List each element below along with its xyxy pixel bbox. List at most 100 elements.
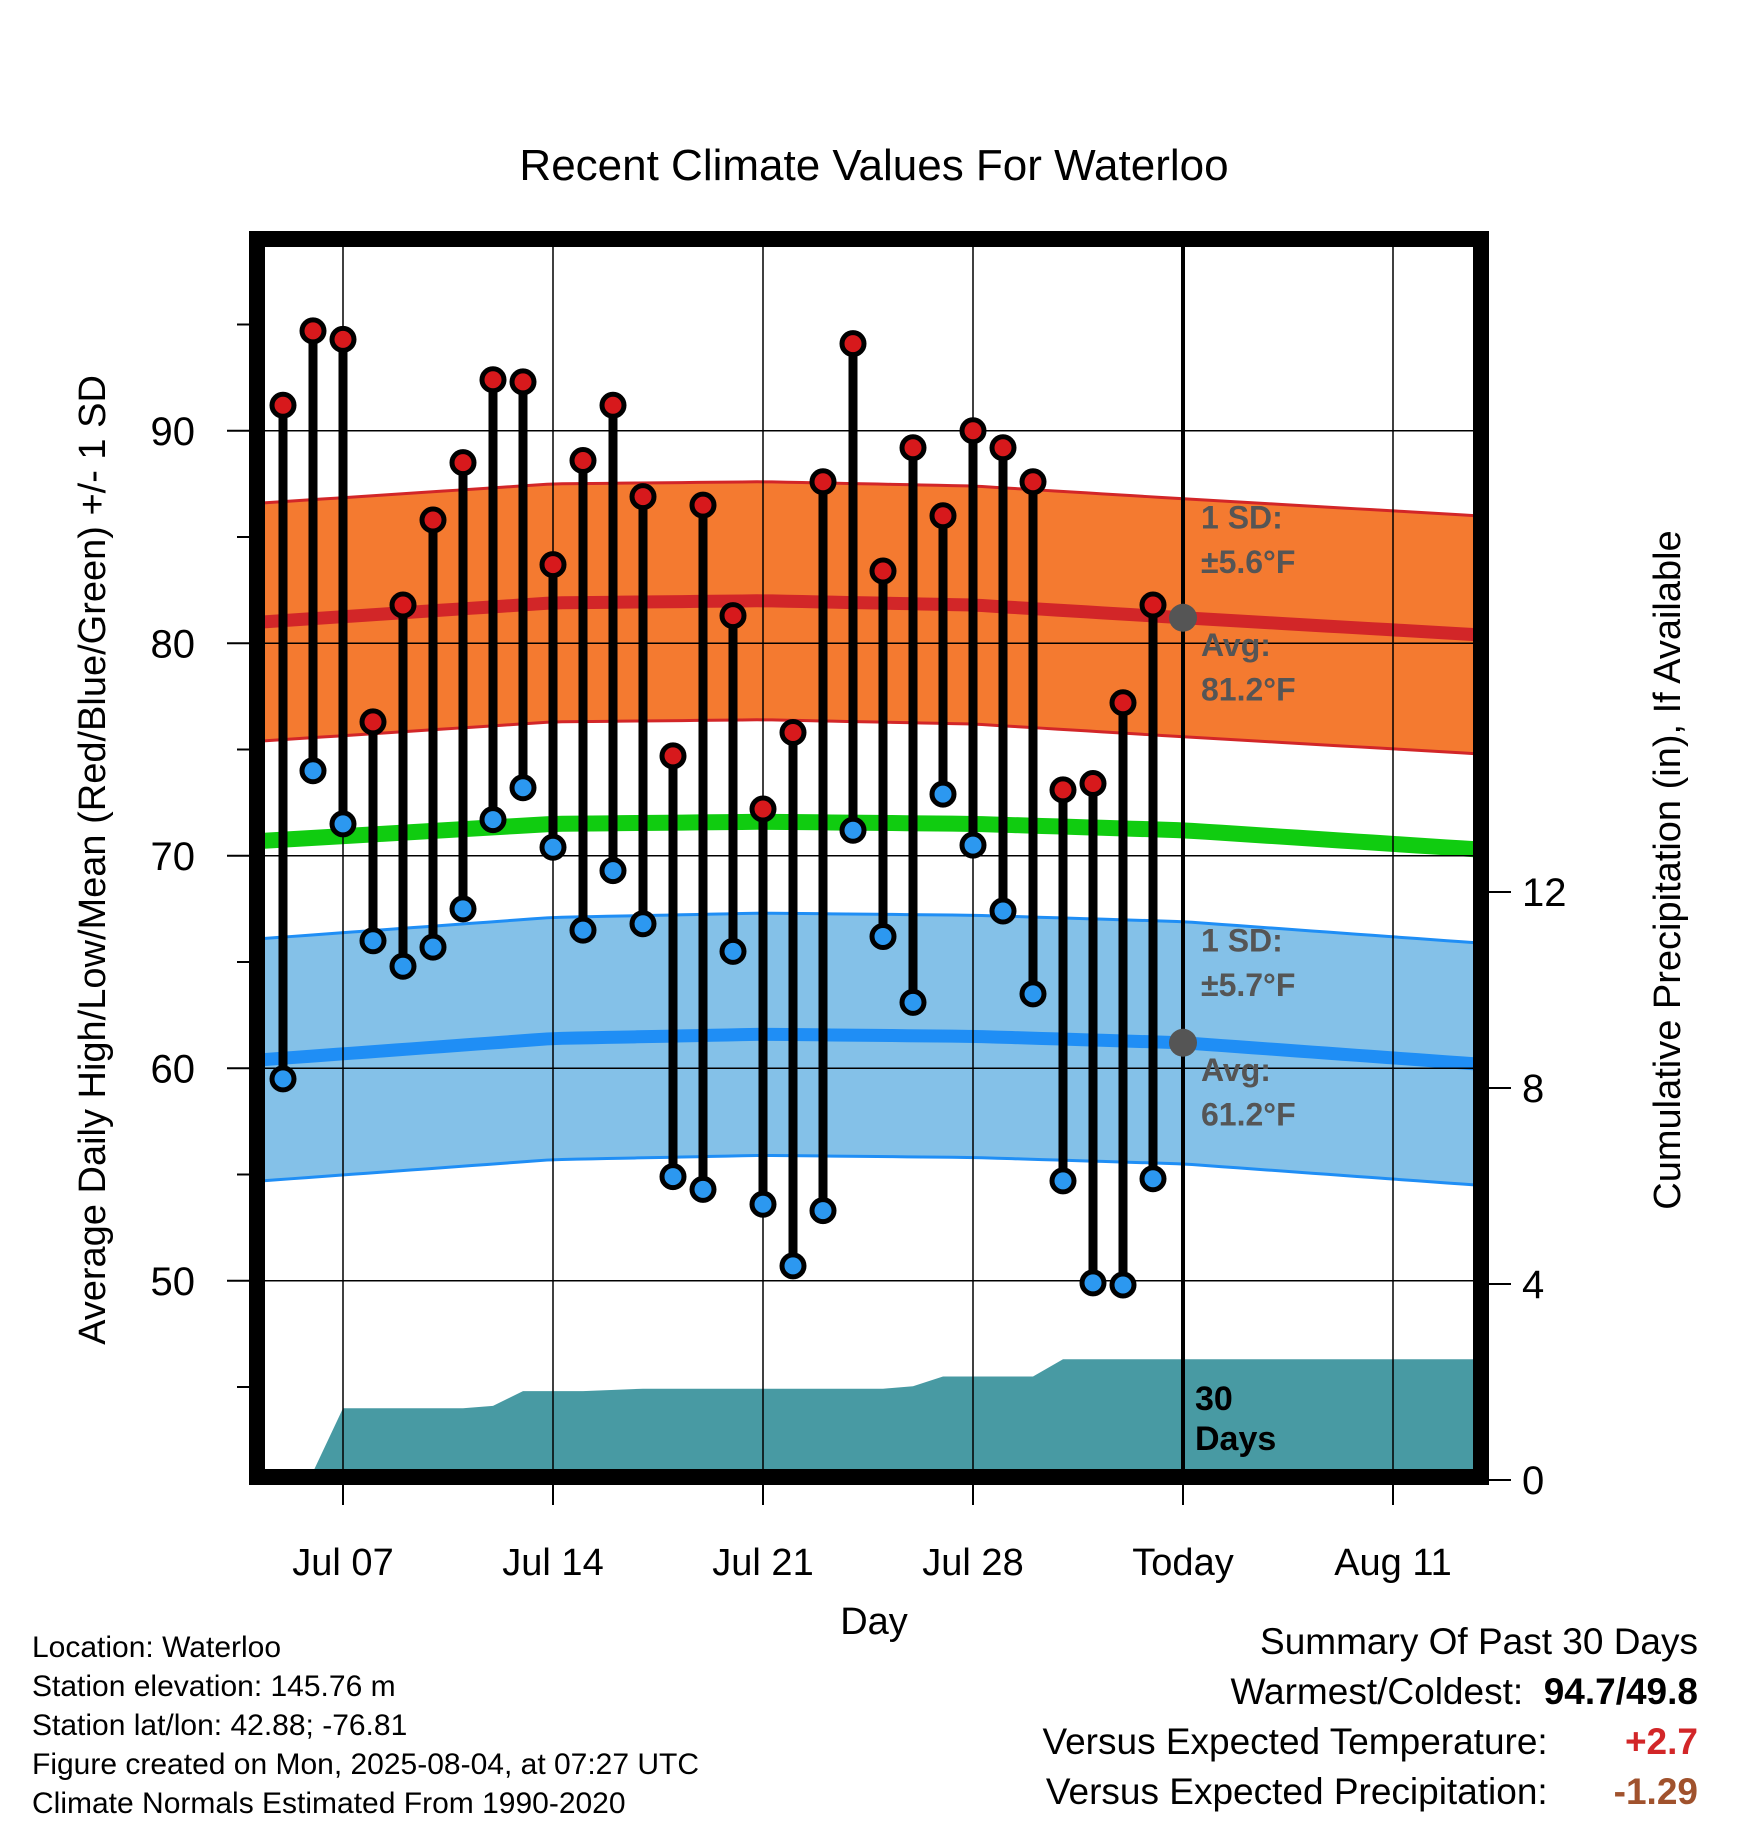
- low-sd-value: ±5.7°F: [1201, 967, 1295, 1003]
- high-point: [749, 795, 777, 823]
- x-tick-label: Aug 11: [1334, 1542, 1452, 1584]
- low-point: [329, 810, 357, 838]
- station-info: Location: Waterloo Station elevation: 14…: [32, 1628, 699, 1823]
- high-point: [899, 434, 927, 462]
- x-tick-label: Jul 07: [292, 1542, 393, 1584]
- low-point: [689, 1175, 717, 1203]
- high-point: [1079, 770, 1107, 797]
- high-point: [1139, 591, 1167, 619]
- y2-tick-label: 8: [1522, 1067, 1544, 1111]
- high-sd-band: [262, 481, 1476, 754]
- today-high-normal-dot: [1169, 603, 1197, 632]
- x-tick-label: Jul 14: [502, 1542, 603, 1584]
- high-point: [569, 447, 597, 474]
- low-point: [449, 895, 477, 923]
- high-point: [629, 483, 657, 511]
- low-avg-value: 61.2°F: [1201, 1097, 1296, 1133]
- temp-value: +2.7: [1624, 1721, 1698, 1762]
- high-point: [839, 330, 867, 358]
- high-avg-label: Avg:: [1201, 627, 1271, 663]
- summary-warmest-row: Warmest/Coldest: 94.7/49.8: [1042, 1667, 1698, 1717]
- period-label-line1: 30: [1195, 1380, 1233, 1418]
- low-sd-upper-edge: [262, 911, 1476, 945]
- low-point: [899, 988, 927, 1016]
- low-sd-band: [262, 913, 1476, 1186]
- low-point: [509, 774, 537, 802]
- low-point: [359, 927, 387, 955]
- high-point: [599, 391, 627, 419]
- x-axis-label: Day: [840, 1601, 908, 1643]
- high-point: [869, 557, 897, 585]
- low-point: [1049, 1167, 1077, 1195]
- high-point: [359, 708, 387, 736]
- elevation-text: Station elevation: 145.76 m: [32, 1670, 396, 1703]
- high-point: [509, 368, 537, 396]
- summary-temp-row: Versus Expected Temperature: +2.7: [1042, 1717, 1698, 1767]
- high-point: [1019, 468, 1047, 496]
- temp-label: Versus Expected Temperature:: [1042, 1721, 1548, 1762]
- chart-title: Recent Climate Values For Waterloo: [519, 141, 1228, 190]
- low-point: [959, 831, 987, 859]
- high-sd-label: 1 SD:: [1201, 500, 1283, 536]
- low-point: [749, 1190, 777, 1218]
- low-point: [539, 833, 567, 861]
- high-point: [779, 719, 807, 746]
- high-sd-value: ±5.6°F: [1201, 544, 1295, 580]
- high-point: [719, 602, 747, 630]
- low-point: [479, 806, 507, 834]
- low-point: [659, 1163, 687, 1191]
- low-point: [1139, 1165, 1167, 1193]
- high-point: [329, 325, 357, 353]
- slash-separator: /: [1615, 1671, 1626, 1712]
- y2-tick-label: 4: [1522, 1263, 1544, 1307]
- summary-panel: Summary Of Past 30 Days Warmest/Coldest:…: [1042, 1617, 1698, 1817]
- low-point: [1019, 980, 1047, 1008]
- high-point: [539, 551, 567, 579]
- precip-value: -1.29: [1613, 1771, 1698, 1812]
- high-point: [389, 591, 417, 619]
- y2-tick-label: 12: [1522, 871, 1567, 915]
- low-point: [869, 923, 897, 950]
- plot-inner: [262, 244, 1476, 1472]
- high-point: [479, 366, 507, 394]
- x-tick-label: Jul 21: [712, 1542, 813, 1584]
- high-point: [989, 434, 1017, 462]
- precip-area: [283, 1359, 1476, 1472]
- location-text: Location: Waterloo: [32, 1631, 282, 1664]
- low-avg-label: Avg:: [1201, 1052, 1271, 1088]
- low-point: [569, 916, 597, 944]
- low-point: [779, 1252, 807, 1280]
- created-text: Figure created on Mon, 2025-08-04, at 07…: [32, 1748, 700, 1781]
- low-point: [599, 857, 627, 885]
- today-low-normal-dot: [1169, 1028, 1197, 1057]
- y-tick-label: 80: [151, 622, 196, 666]
- high-point: [269, 391, 297, 419]
- precip-label: Versus Expected Precipitation:: [1045, 1771, 1548, 1812]
- x-tick-label: Today: [1132, 1542, 1233, 1584]
- low-point: [1109, 1271, 1137, 1299]
- low-point: [269, 1065, 297, 1093]
- low-point: [299, 757, 327, 785]
- warmest-label: Warmest/Coldest:: [1230, 1671, 1524, 1712]
- low-point: [839, 816, 867, 844]
- high-point: [299, 317, 327, 345]
- high-point: [929, 502, 957, 530]
- low-avg-line: [262, 1027, 1476, 1071]
- low-point: [389, 952, 417, 980]
- high-point: [809, 468, 837, 496]
- low-point: [719, 937, 747, 965]
- y-tick-label: 90: [151, 410, 196, 454]
- low-point: [419, 933, 447, 961]
- high-point: [689, 491, 717, 519]
- normals-text: Climate Normals Estimated From 1990-2020: [32, 1787, 626, 1820]
- y-tick-label: 50: [151, 1260, 196, 1304]
- summary-precip-row: Versus Expected Precipitation: -1.29: [1042, 1767, 1698, 1817]
- low-point: [989, 897, 1017, 925]
- low-sd-label: 1 SD:: [1201, 922, 1283, 958]
- x-tick-label: Jul 28: [922, 1542, 1023, 1584]
- y-tick-label: 60: [151, 1047, 196, 1091]
- low-point: [629, 910, 657, 938]
- low-point: [1079, 1269, 1107, 1297]
- high-avg-value: 81.2°F: [1201, 672, 1296, 708]
- high-point: [659, 742, 687, 770]
